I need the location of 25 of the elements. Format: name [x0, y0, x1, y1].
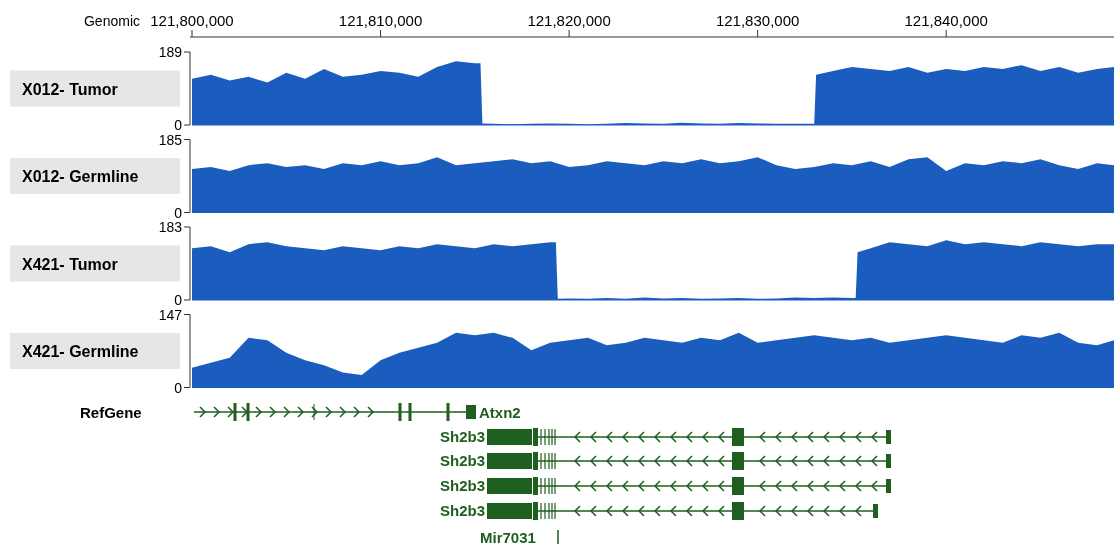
y-tick-label: 185: [158, 131, 183, 148]
y-tick-label: 183: [158, 219, 183, 235]
y-tick-label: 0: [174, 204, 183, 221]
y-tick-label: 0: [174, 292, 183, 308]
text: Sh2b3: [439, 452, 485, 469]
text: X421- Tumor: [22, 255, 118, 273]
x-tick-label: 121,820,000: [527, 12, 611, 29]
x-tick-label: 121,800,000: [150, 12, 234, 29]
x-tick-label: 121,830,000: [715, 12, 800, 29]
text: Atxn2: [479, 404, 521, 421]
text: X012- Germline: [22, 168, 139, 185]
text: X421- Germline: [22, 343, 139, 360]
text: X012- Tumor: [22, 80, 118, 98]
x-tick-label: 121,840,000: [904, 12, 988, 29]
x-axis-title: Genomic: [83, 13, 140, 29]
y-tick-label: 0: [174, 379, 183, 396]
text: Mir7031: [480, 529, 536, 546]
text: Sh2b3: [439, 502, 485, 519]
y-tick-label: 0: [174, 117, 183, 133]
y-tick-label: 147: [158, 306, 183, 323]
text: Sh2b3: [439, 428, 485, 445]
x-tick-label: 121,810,000: [338, 12, 423, 29]
y-tick-label: 189: [158, 44, 183, 60]
text: RefGene: [80, 404, 142, 421]
text: Sh2b3: [439, 477, 485, 494]
